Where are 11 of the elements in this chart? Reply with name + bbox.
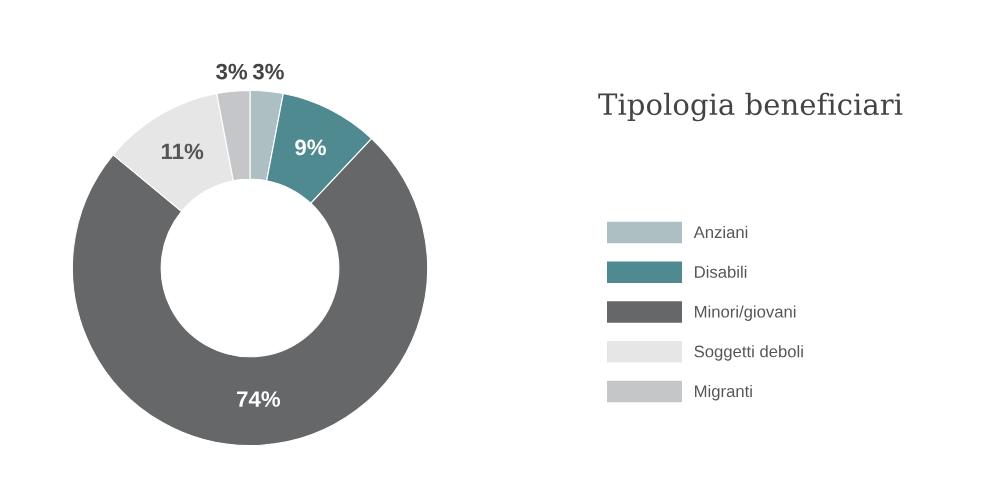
legend-label: Disabili <box>695 265 747 278</box>
text: Tipologia beneficiari <box>598 92 903 122</box>
data-label: 9% <box>295 139 326 156</box>
data-label: 11% <box>161 143 204 160</box>
legend-label: Migranti <box>695 384 752 401</box>
data-label: 3% <box>252 63 284 80</box>
legend-label: Soggetti deboli <box>694 345 803 361</box>
legend-label: Minori/giovani <box>695 305 796 321</box>
data-label: 3% <box>216 63 248 80</box>
legend-label: Anziani <box>693 225 748 239</box>
data-label: 74% <box>237 391 281 407</box>
